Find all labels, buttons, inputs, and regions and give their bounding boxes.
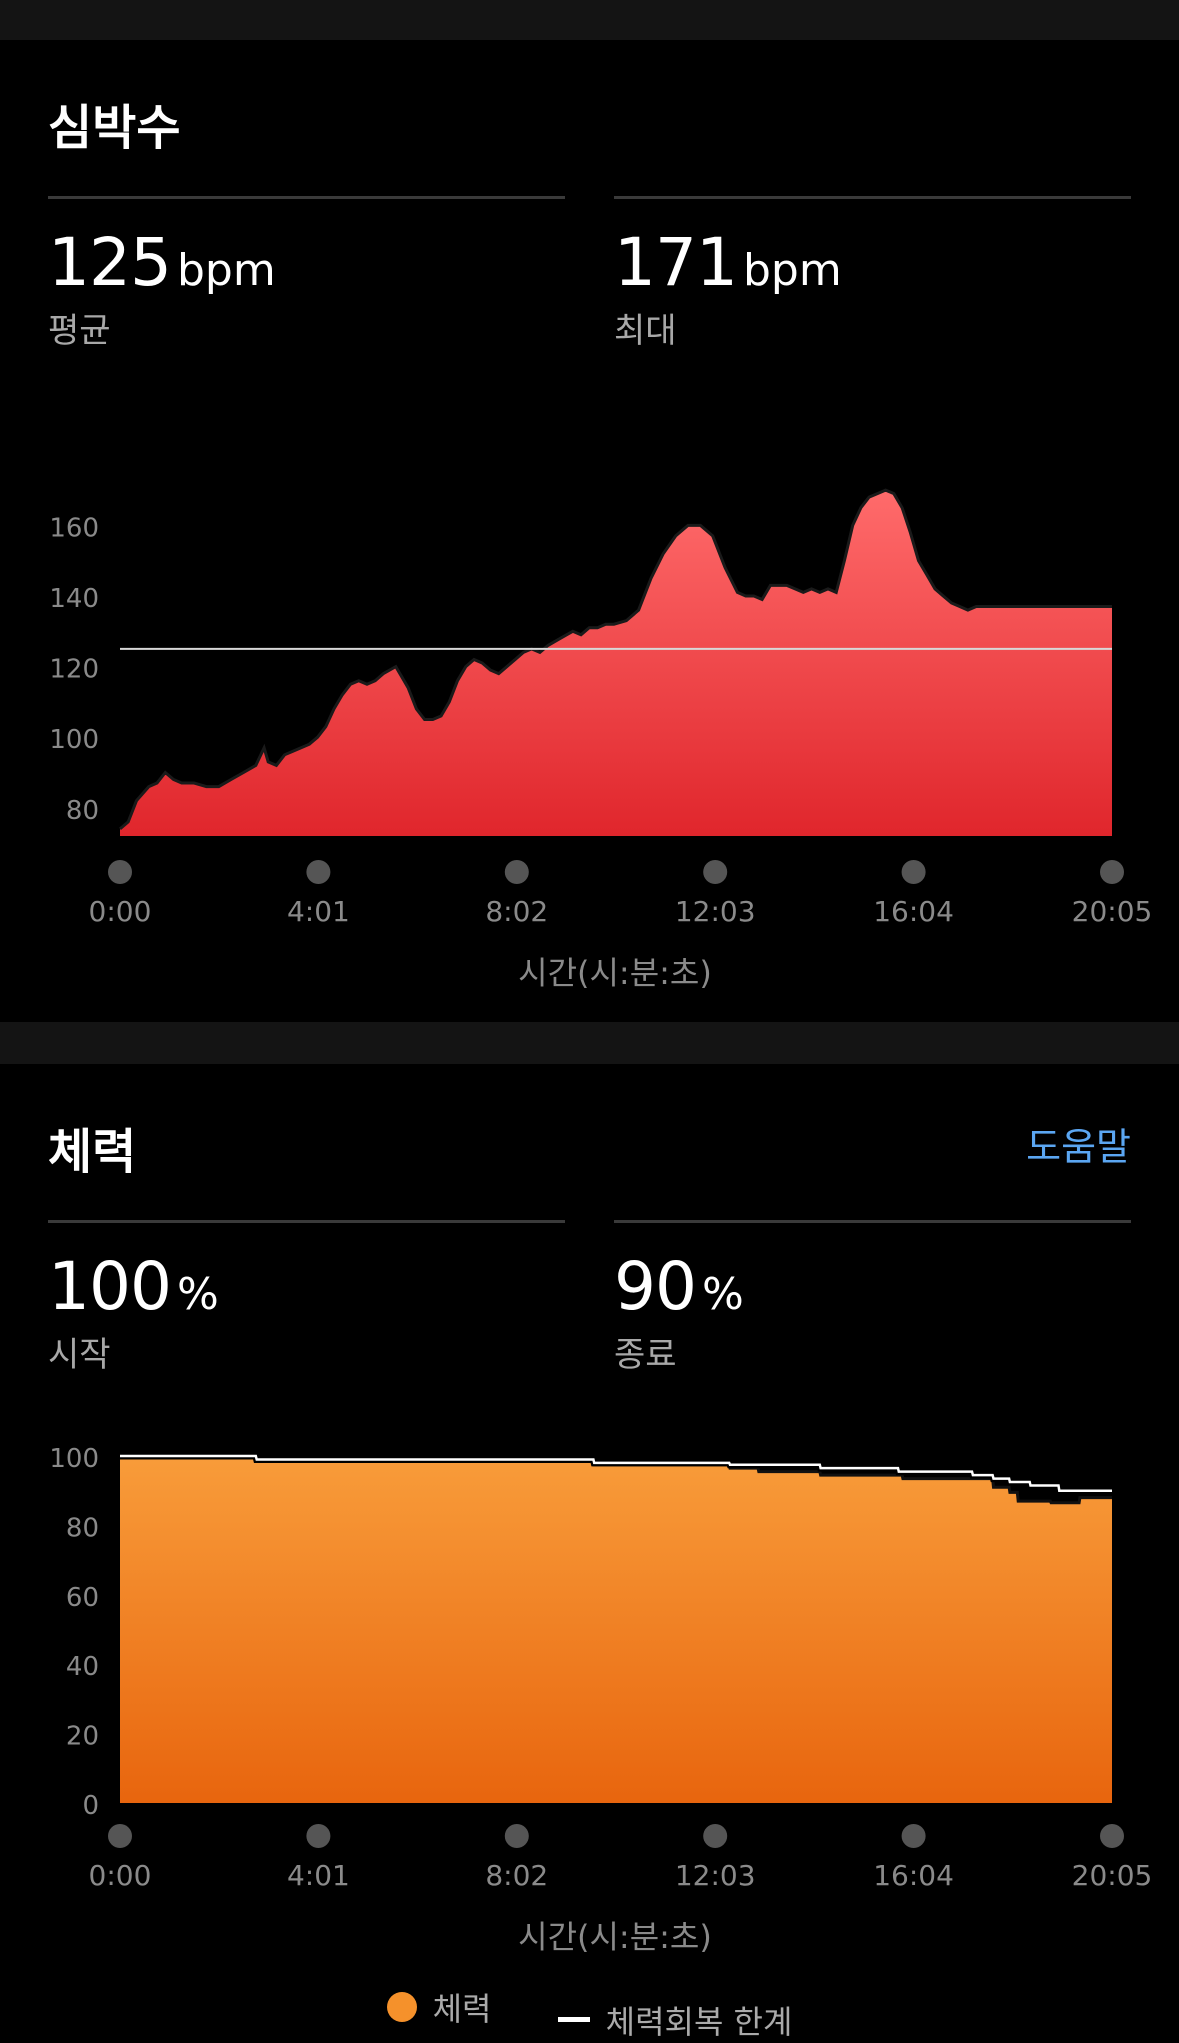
avg-heart-rate-unit: bpm: [176, 245, 276, 296]
stamina-start-value: 100: [48, 1248, 172, 1325]
max-heart-rate-unit: bpm: [742, 245, 842, 296]
heart-rate-section: 심박수 125 bpm 평균 171 bpm 최대 80 100 120 140 160 0:…: [0, 40, 1179, 1022]
legend-stamina-label: 체력: [432, 1990, 492, 2028]
x-tick-marker: [703, 860, 728, 884]
y-tick-label: 120: [49, 655, 99, 685]
legend-recovery-label: 체력회복 한계: [605, 2002, 793, 2041]
x-tick-label: 20:05: [1072, 1859, 1153, 1892]
y-tick-label: 60: [66, 1583, 99, 1613]
avg-heart-rate-value: 125: [48, 224, 172, 301]
heart-rate-chart: 80 100 120 140 160 0:00 4:01 8:02 12:03 16:04 20:0…: [49, 488, 1153, 928]
x-tick-label: 16:04: [873, 1859, 954, 1892]
section-separator: [0, 1022, 1179, 1064]
x-tick-marker: [1100, 860, 1124, 884]
stamina-title: 체력: [48, 1124, 137, 1180]
x-tick-label: 16:04: [873, 895, 954, 928]
stamina-start-label: 시작: [48, 1335, 111, 1375]
divider: [614, 1220, 1131, 1223]
recovery-limit-line: [120, 1454, 1112, 1492]
y-tick-label: 160: [49, 513, 99, 543]
heart-rate-x-axis-label: 시간(시:분:초): [518, 954, 712, 992]
x-tick-marker: [108, 1824, 132, 1848]
stamina-end-value: 90: [614, 1248, 697, 1325]
x-tick-marker: [901, 860, 926, 884]
x-tick-marker: [108, 860, 132, 884]
max-heart-rate-label: 최대: [614, 311, 677, 351]
stamina-end-unit: %: [701, 1269, 744, 1320]
stamina-end-label: 종료: [614, 1335, 677, 1375]
x-tick-marker: [504, 860, 529, 884]
help-link[interactable]: 도움말: [1026, 1125, 1131, 1169]
legend-item-recovery-limit: 체력회복 한계: [557, 1997, 793, 2043]
divider: [48, 196, 565, 199]
x-tick-label: 8:02: [485, 1859, 548, 1892]
heart-rate-area: [120, 490, 1112, 836]
stamina-chart: 0 20 40 60 80 100 0:00 4:01 8:02 12:03 16:04 20:05: [49, 1444, 1153, 1892]
y-tick-label: 20: [66, 1722, 99, 1752]
x-tick-label: 12:03: [675, 895, 756, 928]
y-tick-label: 80: [66, 1513, 99, 1543]
divider: [614, 196, 1131, 199]
x-tick-marker: [703, 1824, 728, 1848]
legend-item-stamina: 체력: [386, 1984, 492, 2030]
x-tick-marker: [306, 1824, 331, 1848]
avg-heart-rate-stat: 125 bpm 평균: [48, 224, 276, 352]
top-band: [0, 0, 1179, 40]
max-heart-rate-stat: 171 bpm 최대: [614, 224, 842, 352]
x-tick-label: 0:00: [89, 895, 152, 928]
x-tick-marker: [306, 860, 331, 884]
stamina-end-stat: 90% 종료: [614, 1248, 744, 1376]
stamina-section: 체력 도움말 100% 시작 90% 종료 0 20 40 60 80 100 0:00 4:…: [0, 1064, 1179, 2043]
y-tick-label: 80: [66, 796, 99, 826]
stamina-legend: 체력 체력회복 한계: [0, 1984, 1179, 2043]
white-line-icon: [557, 2017, 590, 2022]
max-heart-rate-value: 171: [614, 224, 738, 301]
x-tick-label: 0:00: [89, 1859, 152, 1892]
y-tick-label: 100: [49, 1444, 99, 1474]
stamina-start-unit: %: [176, 1269, 219, 1320]
x-tick-marker: [1100, 1824, 1124, 1848]
y-tick-label: 140: [49, 584, 99, 614]
stamina-x-axis-label: 시간(시:분:초): [518, 1918, 712, 1956]
divider: [48, 1220, 565, 1223]
y-tick-label: 0: [82, 1791, 99, 1821]
stamina-start-stat: 100% 시작: [48, 1248, 219, 1376]
y-tick-label: 100: [49, 725, 99, 755]
x-tick-label: 20:05: [1072, 895, 1153, 928]
x-tick-marker: [901, 1824, 926, 1848]
avg-heart-rate-label: 평균: [48, 311, 111, 351]
heart-rate-title: 심박수: [48, 100, 181, 156]
x-tick-label: 12:03: [675, 1859, 756, 1892]
heart-rate-line: [119, 488, 1112, 831]
y-tick-label: 40: [66, 1652, 99, 1682]
orange-dot-icon: [386, 1992, 417, 2022]
stamina-area: [120, 1456, 1112, 1803]
x-tick-label: 8:02: [485, 895, 548, 928]
x-tick-marker: [504, 1824, 529, 1848]
x-tick-label: 4:01: [287, 895, 350, 928]
x-tick-label: 4:01: [287, 1859, 350, 1892]
